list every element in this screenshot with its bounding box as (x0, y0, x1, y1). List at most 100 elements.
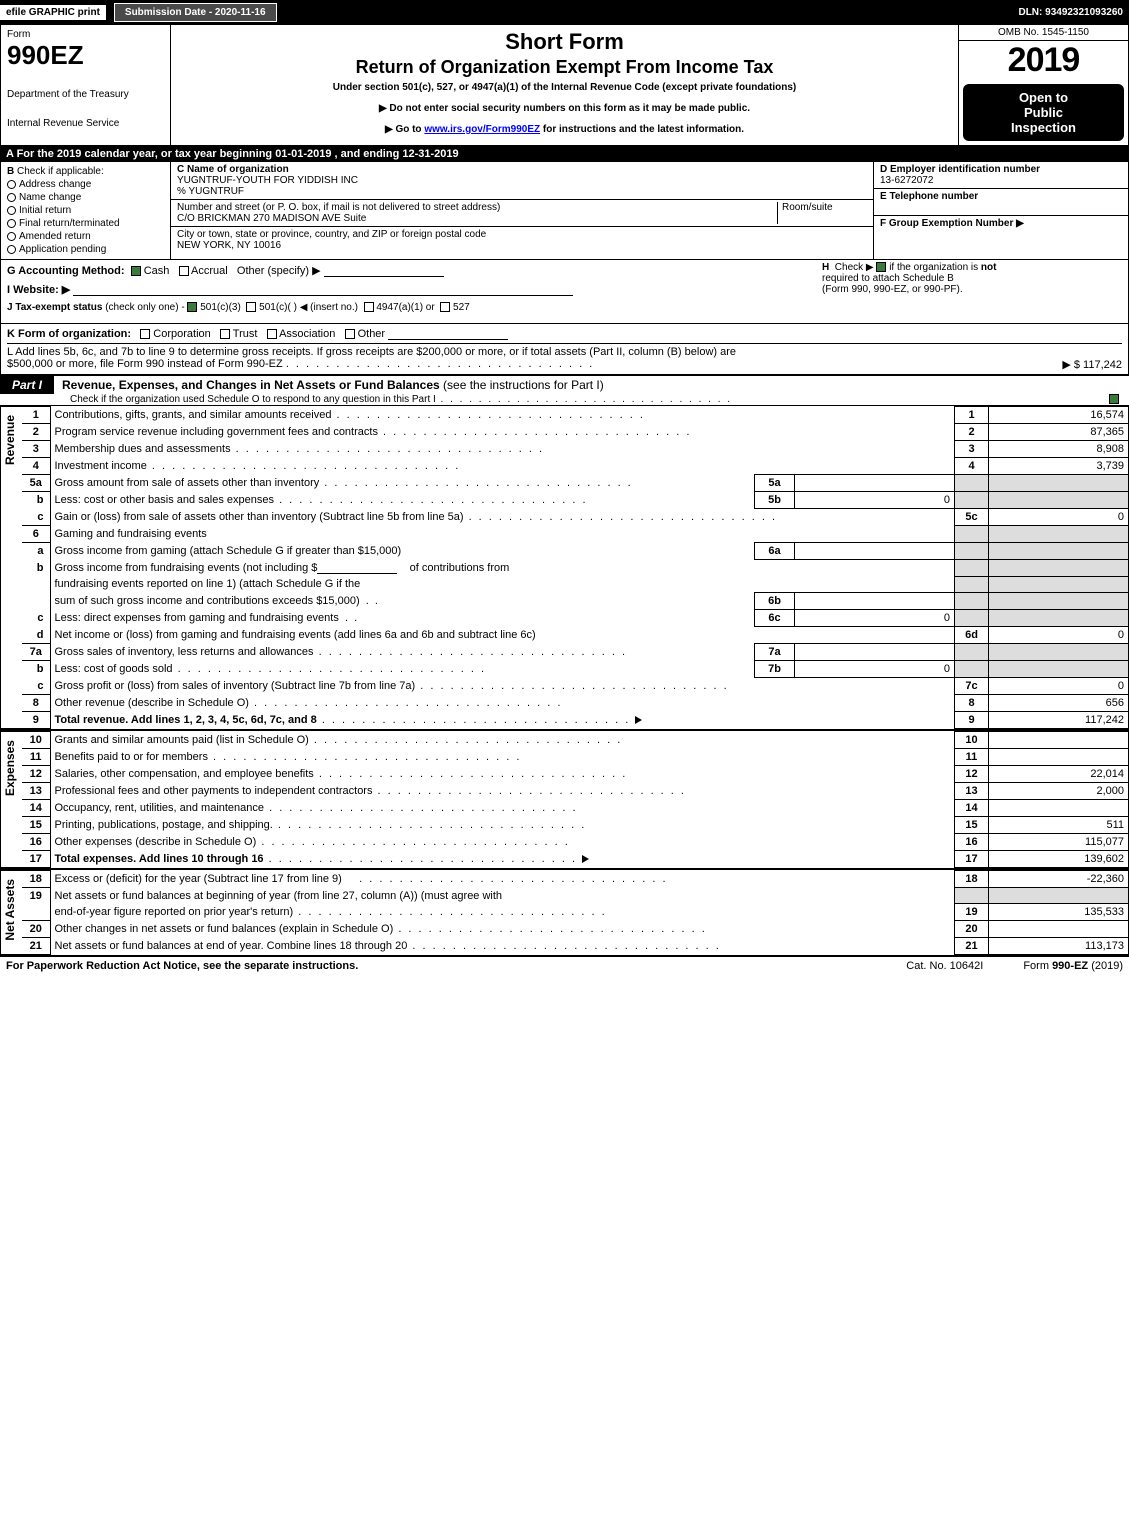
l-row: L Add lines 5b, 6c, and 7b to line 9 to … (7, 346, 1122, 370)
checkbox-empty-icon[interactable] (140, 329, 150, 339)
net-assets-table: 18Excess or (deficit) for the year (Subt… (22, 870, 1129, 955)
irs-link[interactable]: www.irs.gov/Form990EZ (424, 124, 540, 135)
circle-icon (7, 219, 16, 228)
h-text4: (Form 990, 990-EZ, or 990-PF). (822, 284, 963, 295)
g-accrual: Accrual (191, 265, 228, 277)
org-name-label: C Name of organization (177, 164, 867, 175)
line-12: 12Salaries, other compensation, and empl… (22, 766, 1129, 783)
line-13: 13Professional fees and other payments t… (22, 783, 1129, 800)
line-19b: end-of-year figure reported on prior yea… (22, 904, 1129, 921)
chk-initial-return[interactable]: Initial return (7, 205, 164, 216)
j-note: (check only one) - (105, 302, 184, 313)
checkbox-empty-icon[interactable] (220, 329, 230, 339)
line-6b-2: fundraising events reported on line 1) (… (22, 576, 1129, 593)
arrow-right-icon (635, 716, 642, 724)
room-label: Room/suite (777, 202, 867, 224)
expenses-side-label: Expenses (0, 731, 22, 868)
checkbox-empty-icon[interactable] (364, 302, 374, 312)
part1-sub-row: Check if the organization used Schedule … (0, 394, 1129, 406)
checkbox-empty-icon[interactable] (345, 329, 355, 339)
top-bar: efile GRAPHIC print Submission Date - 20… (0, 0, 1129, 24)
form-ref: Form 990-EZ (2019) (1023, 960, 1123, 972)
j-501c: 501(c)( ) ◀ (insert no.) (259, 302, 358, 313)
l-amount: ▶ $ 117,242 (1062, 358, 1122, 371)
tax-year: 2019 (959, 41, 1128, 80)
g-other-input[interactable] (324, 265, 444, 277)
website-input[interactable] (73, 284, 573, 296)
chk-name-change[interactable]: Name change (7, 192, 164, 203)
line-10: 10Grants and similar amounts paid (list … (22, 732, 1129, 749)
subline: Under section 501(c), 527, or 4947(a)(1)… (181, 82, 948, 93)
checkbox-checked-icon[interactable] (187, 302, 197, 312)
j-label: J Tax-exempt status (7, 302, 102, 313)
efile-label[interactable]: efile GRAPHIC print (0, 5, 106, 20)
checkbox-checked-icon[interactable] (131, 266, 141, 276)
return-title: Return of Organization Exempt From Incom… (181, 57, 948, 78)
telephone-label: E Telephone number (880, 191, 1122, 202)
open-line1: Open to (967, 90, 1120, 105)
city-label: City or town, state or province, country… (177, 229, 867, 240)
line-21: 21Net assets or fund balances at end of … (22, 938, 1129, 955)
h-text3: required to attach Schedule B (822, 273, 954, 284)
line-11: 11Benefits paid to or for members11 (22, 749, 1129, 766)
street: C/O BRICKMAN 270 MADISON AVE Suite (177, 213, 777, 224)
expenses-section: Expenses 10Grants and similar amounts pa… (0, 729, 1129, 868)
short-form-title: Short Form (181, 29, 948, 55)
street-label: Number and street (or P. O. box, if mail… (177, 202, 777, 213)
g-other: Other (specify) ▶ (237, 265, 321, 277)
j-527: 527 (453, 302, 470, 313)
city-row: City or town, state or province, country… (171, 227, 873, 253)
column-def: D Employer identification number 13-6272… (873, 162, 1128, 259)
circle-icon (7, 193, 16, 202)
line-a-banner: A For the 2019 calendar year, or tax yea… (0, 146, 1129, 162)
open-line3: Inspection (967, 120, 1120, 135)
ein-row: D Employer identification number 13-6272… (874, 162, 1128, 189)
revenue-section: Revenue 1Contributions, gifts, grants, a… (0, 406, 1129, 729)
line-6b: bGross income from fundraising events (n… (22, 560, 1129, 577)
line-7c: cGross profit or (loss) from sales of in… (22, 678, 1129, 695)
dots-icon (286, 358, 594, 370)
line-7b: bLess: cost of goods sold7b0 (22, 661, 1129, 678)
line-2: 2Program service revenue including gover… (22, 424, 1129, 441)
checkbox-empty-icon[interactable] (440, 302, 450, 312)
goto-line: ▶ Go to www.irs.gov/Form990EZ for instru… (181, 124, 948, 135)
dept-treasury: Department of the Treasury (7, 89, 164, 100)
line-6: 6Gaming and fundraising events (22, 526, 1129, 543)
dln-label: DLN: 93492321093260 (1018, 7, 1129, 18)
form-header: Form 990EZ Department of the Treasury In… (0, 24, 1129, 146)
paperwork-notice: For Paperwork Reduction Act Notice, see … (6, 960, 358, 972)
circle-icon (7, 232, 16, 241)
chk-final-return[interactable]: Final return/terminated (7, 218, 164, 229)
checkbox-checked-icon[interactable] (876, 262, 886, 272)
h-not: not (981, 262, 997, 273)
chk-address-change[interactable]: Address change (7, 179, 164, 190)
k-other-input[interactable] (388, 328, 508, 340)
line-17: 17Total expenses. Add lines 10 through 1… (22, 851, 1129, 868)
omb-number: OMB No. 1545-1150 (959, 25, 1128, 41)
ghij-block: H Check ▶ if the organization is not req… (0, 260, 1129, 324)
line-8: 8Other revenue (describe in Schedule O)8… (22, 695, 1129, 712)
chk-amended-return[interactable]: Amended return (7, 231, 164, 242)
ssn-warning: ▶ Do not enter social security numbers o… (181, 103, 948, 114)
l-text2: $500,000 or more, file Form 990 instead … (7, 358, 283, 370)
checkbox-empty-icon[interactable] (246, 302, 256, 312)
column-c: C Name of organization YUGNTRUF-YOUTH FO… (171, 162, 873, 259)
k-row: K Form of organization: Corporation Trus… (7, 328, 1122, 344)
info-block: B Check if applicable: Address change Na… (0, 162, 1129, 260)
j-row: J Tax-exempt status (check only one) - 5… (7, 302, 1122, 313)
org-name-row: C Name of organization YUGNTRUF-YOUTH FO… (171, 162, 873, 200)
line-20: 20Other changes in net assets or fund ba… (22, 921, 1129, 938)
checkbox-empty-icon[interactable] (267, 329, 277, 339)
group-exemption-row: F Group Exemption Number ▶ (874, 216, 1128, 231)
open-line2: Public (967, 105, 1120, 120)
checkbox-checked-icon[interactable] (1109, 394, 1119, 404)
line-18: 18Excess or (deficit) for the year (Subt… (22, 871, 1129, 888)
h-text1: Check ▶ (835, 262, 874, 273)
goto-post: for instructions and the latest informat… (540, 124, 744, 135)
checkbox-empty-icon[interactable] (179, 266, 189, 276)
revenue-table: 1Contributions, gifts, grants, and simil… (22, 406, 1129, 729)
line-6c: cLess: direct expenses from gaming and f… (22, 610, 1129, 627)
chk-application-pending[interactable]: Application pending (7, 244, 164, 255)
b-sub: Check if applicable: (17, 166, 104, 177)
b-label: B (7, 166, 14, 177)
